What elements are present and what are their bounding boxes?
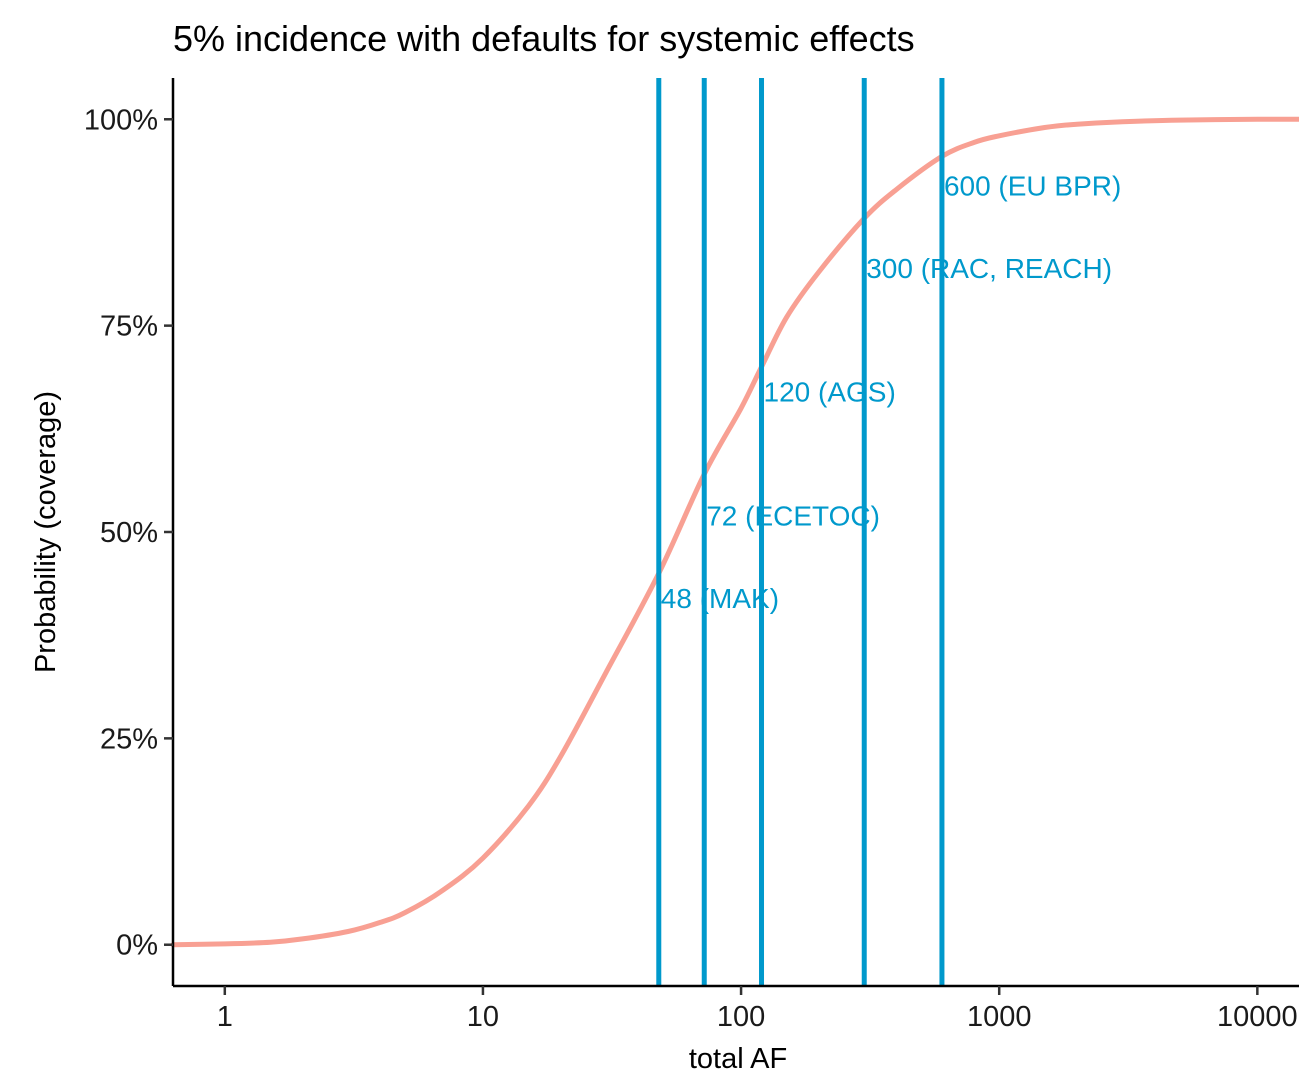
x-tick-label: 10 (467, 1001, 499, 1033)
y-tick-label: 100% (84, 104, 158, 136)
chart-title: 5% incidence with defaults for systemic … (173, 18, 915, 59)
x-axis-ticks: 1 10 100 1000 10000 (217, 986, 1298, 1033)
reference-label-48: 48 (MAK) (661, 583, 779, 614)
series-line-0 (170, 116, 1299, 948)
y-tick-label: 75% (100, 311, 158, 343)
y-axis-ticks: 0% 25% 50% 75% 100% (84, 104, 173, 962)
reference-label-600: 600 (EU BPR) (944, 170, 1121, 201)
x-tick-label: 10000 (1217, 1001, 1298, 1033)
x-axis-title: total AF (689, 1043, 787, 1075)
x-tick-label: 1000 (967, 1001, 1032, 1033)
x-tick-label: 100 (717, 1001, 765, 1033)
reference-label-120: 120 (AGS) (764, 377, 896, 408)
reference-label-300: 300 (RAC, REACH) (866, 253, 1112, 284)
y-tick-label: 50% (100, 517, 158, 549)
y-tick-label: 0% (116, 930, 158, 962)
reference-label-72: 72 (ECETOC) (706, 500, 880, 531)
y-axis-title: Probability (coverage) (30, 391, 62, 673)
y-tick-label: 25% (100, 723, 158, 755)
plot-area: 48 (MAK) 72 (ECETOC) 120 (AGS) 300 (RAC, RE… (170, 78, 1299, 986)
x-tick-label: 1 (217, 1001, 233, 1033)
